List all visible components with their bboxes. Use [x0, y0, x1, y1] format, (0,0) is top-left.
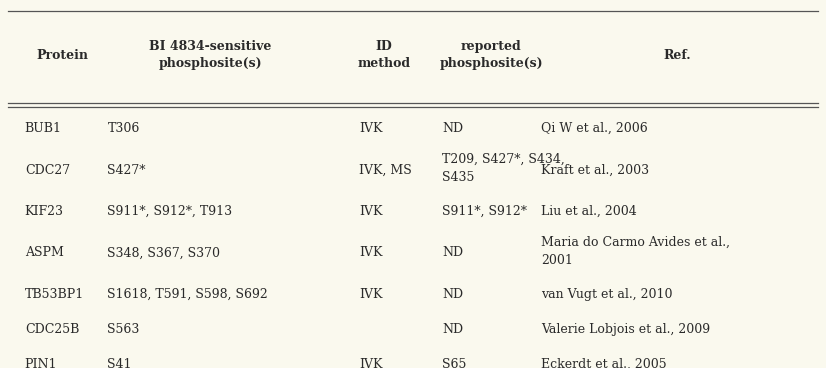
Text: Eckerdt et al., 2005: Eckerdt et al., 2005: [541, 358, 667, 368]
Text: S911*, S912*, T913: S911*, S912*, T913: [107, 205, 232, 218]
Text: reported
phosphosite(s): reported phosphosite(s): [439, 40, 544, 70]
Text: TB53BP1: TB53BP1: [25, 288, 84, 301]
Text: S1618, T591, S598, S692: S1618, T591, S598, S692: [107, 288, 268, 301]
Text: IVK: IVK: [359, 288, 382, 301]
Text: Ref.: Ref.: [663, 49, 691, 62]
Text: IVK: IVK: [359, 122, 382, 135]
Text: ND: ND: [442, 246, 463, 259]
Text: Kraft et al., 2003: Kraft et al., 2003: [541, 163, 649, 177]
Text: S911*, S912*: S911*, S912*: [442, 205, 527, 218]
Text: S65: S65: [442, 358, 467, 368]
Text: Maria do Carmo Avides et al.,
2001: Maria do Carmo Avides et al., 2001: [541, 236, 730, 266]
Text: BI 4834-sensitive
phosphosite(s): BI 4834-sensitive phosphosite(s): [150, 40, 272, 70]
Text: Protein: Protein: [36, 49, 88, 62]
Text: ID
method: ID method: [358, 40, 411, 70]
Text: PIN1: PIN1: [25, 358, 57, 368]
Text: IVK: IVK: [359, 205, 382, 218]
Text: van Vugt et al., 2010: van Vugt et al., 2010: [541, 288, 672, 301]
Text: ND: ND: [442, 288, 463, 301]
Text: IVK, MS: IVK, MS: [359, 163, 412, 177]
Text: T209, S427*, S434,
S435: T209, S427*, S434, S435: [442, 153, 565, 184]
Text: Valerie Lobjois et al., 2009: Valerie Lobjois et al., 2009: [541, 323, 710, 336]
Text: S348, S367, S370: S348, S367, S370: [107, 246, 221, 259]
Text: Qi W et al., 2006: Qi W et al., 2006: [541, 122, 648, 135]
Text: BUB1: BUB1: [25, 122, 62, 135]
Text: CDC25B: CDC25B: [25, 323, 79, 336]
Text: ND: ND: [442, 122, 463, 135]
Text: CDC27: CDC27: [25, 163, 70, 177]
Text: Liu et al., 2004: Liu et al., 2004: [541, 205, 637, 218]
Text: S563: S563: [107, 323, 140, 336]
Text: ASPM: ASPM: [25, 246, 64, 259]
Text: S427*: S427*: [107, 163, 146, 177]
Text: S41: S41: [107, 358, 132, 368]
Text: T306: T306: [107, 122, 140, 135]
Text: IVK: IVK: [359, 358, 382, 368]
Text: ND: ND: [442, 323, 463, 336]
Text: IVK: IVK: [359, 246, 382, 259]
Text: KIF23: KIF23: [25, 205, 64, 218]
